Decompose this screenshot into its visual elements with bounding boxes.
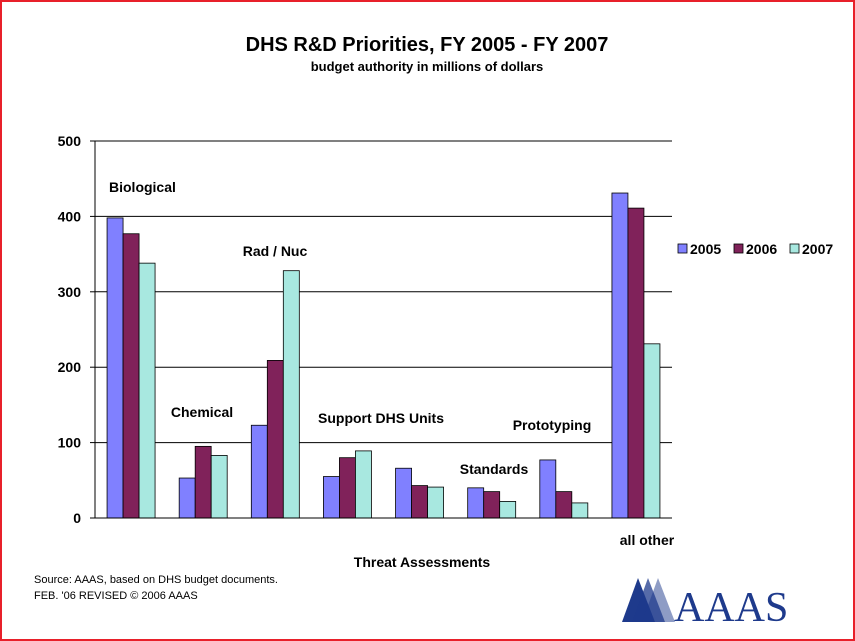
y-tick-label: 400 <box>58 208 82 224</box>
bar-2007 <box>643 343 661 519</box>
bar-2007 <box>571 502 589 519</box>
bar-2007 <box>427 486 444 519</box>
category-label: Support DHS Units <box>318 410 444 426</box>
legend-swatch-2005 <box>677 243 688 254</box>
bar-2005 <box>611 192 629 519</box>
category-label: all other <box>620 532 675 548</box>
aaas-logo: AAAS <box>622 578 788 631</box>
bar-2006 <box>411 485 428 519</box>
category-label: Rad / Nuc <box>243 243 308 259</box>
logo-text: AAAS <box>674 585 788 631</box>
bar-2007 <box>138 262 156 519</box>
category-label: Chemical <box>171 404 233 420</box>
axes <box>94 141 672 519</box>
legend-swatch-2006 <box>733 243 744 254</box>
chart-title: DHS R&D Priorities, FY 2005 - FY 2007 <box>246 34 609 56</box>
legend: 2005 2006 2007 <box>677 241 833 257</box>
bar-2007 <box>355 450 372 519</box>
bar-2006 <box>339 457 356 519</box>
legend-label-2007: 2007 <box>802 241 833 257</box>
source-line-1: Source: AAAS, based on DHS budget docume… <box>34 574 278 586</box>
bar-2005 <box>106 217 124 519</box>
bar-2005 <box>539 459 557 519</box>
category-label: Standards <box>460 461 529 477</box>
bar-2007 <box>210 455 228 519</box>
legend-label-2006: 2006 <box>746 241 777 257</box>
y-tick-label: 100 <box>58 435 82 451</box>
legend-swatch-2007 <box>789 243 800 254</box>
bar-2005 <box>178 477 196 519</box>
y-axis-ticks: 0 100 200 300 400 500 <box>58 133 95 526</box>
bar-2005 <box>250 424 268 519</box>
bar-2006 <box>122 233 140 519</box>
bar-2005 <box>467 487 485 519</box>
category-label: Prototyping <box>513 417 592 433</box>
legend-label-2005: 2005 <box>690 241 721 257</box>
bar-2006 <box>194 445 212 519</box>
bar-2006 <box>266 360 284 519</box>
y-tick-label: 500 <box>58 133 82 149</box>
bar-2005 <box>323 476 340 519</box>
category-label: Threat Assessments <box>354 554 491 570</box>
bar-2006 <box>627 207 645 519</box>
y-tick-label: 300 <box>58 284 82 300</box>
source-line-2: FEB. '06 REVISED © 2006 AAAS <box>34 590 198 602</box>
y-tick-label: 0 <box>73 510 81 526</box>
gridlines <box>95 140 672 444</box>
bar-2007 <box>499 501 517 519</box>
chart-subtitle: budget authority in millions of dollars <box>311 59 544 74</box>
category-labels: Biological Chemical Rad / Nuc Support DHS U… <box>109 179 675 570</box>
bar-2005 <box>395 467 412 519</box>
bar-2006 <box>555 491 573 519</box>
bar-2007 <box>282 270 300 519</box>
bars <box>106 192 661 519</box>
category-label: Biological <box>109 179 176 195</box>
y-tick-label: 200 <box>58 359 82 375</box>
bar-2006 <box>483 491 501 519</box>
logo-mark-stripe-2 <box>642 578 675 622</box>
